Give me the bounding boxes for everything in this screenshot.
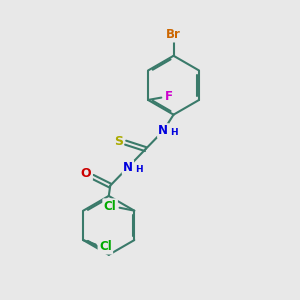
Text: H: H (135, 165, 143, 174)
Text: Cl: Cl (104, 200, 116, 213)
Text: H: H (171, 128, 178, 137)
Text: O: O (81, 167, 92, 180)
Text: Cl: Cl (99, 240, 112, 253)
Text: S: S (114, 135, 123, 148)
Text: N: N (158, 124, 168, 137)
Text: Br: Br (166, 28, 181, 41)
Text: F: F (165, 91, 173, 103)
Text: N: N (123, 161, 133, 174)
